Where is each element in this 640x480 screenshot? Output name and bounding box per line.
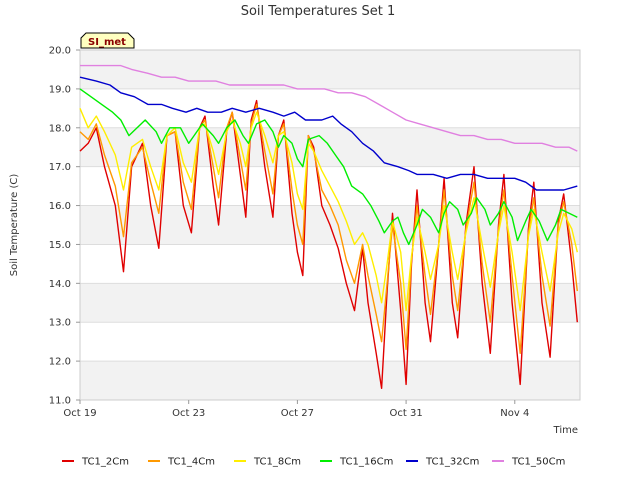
series-line-tc1-50cm (80, 64, 578, 152)
x-tick-label: Oct 27 (281, 408, 314, 419)
legend-entry: TC1_50Cm (511, 457, 565, 468)
x-tick-label: Oct 31 (389, 408, 422, 419)
series-line-tc1-2cm (79, 99, 578, 389)
series-line-tc1-16cm (79, 88, 578, 246)
plot-area (79, 49, 581, 401)
legend-entry: TC1_4Cm (167, 457, 215, 468)
grid-band (80, 283, 580, 323)
legend-entry: TC1_16Cm (339, 457, 393, 468)
grid-band (80, 50, 580, 89)
y-tick-label: 20.0 (49, 46, 71, 57)
x-tick-label: Oct 19 (63, 408, 96, 419)
site-badge: SI_met (80, 32, 135, 49)
y-tick-label: 15.0 (49, 240, 71, 251)
grid-band (80, 244, 580, 284)
x-tick-label: Nov 4 (500, 408, 529, 419)
legend: TC1_2Cm TC1_4Cm TC1_8Cm TC1_16Cm TC1_32Cm TC1… (62, 457, 565, 468)
y-axis-ticks: 11.0 12.0 13.0 14.0 15.0 16.0 17.0 18.0 19.0 20.0 (49, 46, 80, 407)
y-tick-label: 19.0 (49, 84, 71, 95)
grid-band (80, 322, 580, 362)
x-axis-ticks: Oct 19 Oct 23 Oct 27 Oct 31 Nov 4 (63, 400, 529, 419)
y-tick-label: 13.0 (49, 318, 71, 329)
legend-entry: TC1_32Cm (425, 457, 479, 468)
badge-label: SI_met (88, 37, 126, 48)
x-axis-label: Time (553, 425, 578, 436)
y-tick-label: 14.0 (49, 279, 71, 290)
series-lines (79, 64, 578, 389)
y-tick-label: 18.0 (49, 123, 71, 134)
legend-entry: TC1_2Cm (81, 457, 129, 468)
badge-shape (80, 32, 135, 49)
y-axis-label: Soil Temperature (C) (9, 174, 20, 277)
y-tick-label: 11.0 (49, 396, 71, 407)
series-line-tc1-8cm (79, 108, 578, 312)
x-tick-label: Oct 23 (172, 408, 205, 419)
y-tick-label: 16.0 (49, 201, 71, 212)
series-line-tc1-32cm (79, 76, 578, 191)
series-line-tc1-4cm (79, 103, 578, 354)
legend-entry: TC1_8Cm (253, 457, 301, 468)
y-tick-label: 12.0 (49, 357, 71, 368)
grid-band (80, 88, 580, 128)
y-tick-label: 17.0 (49, 162, 71, 173)
grid-band (80, 361, 580, 400)
chart-title: Soil Temperatures Set 1 (241, 4, 396, 19)
